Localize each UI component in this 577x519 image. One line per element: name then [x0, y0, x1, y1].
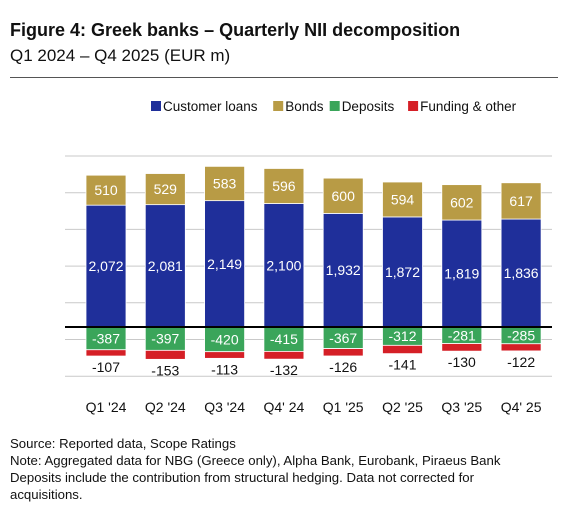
- bar-deposits: [263, 326, 305, 352]
- data-label-deposits: -397: [151, 331, 179, 347]
- x-tick-label: Q1 '24: [86, 399, 127, 415]
- x-tick-label: Q4' 25: [501, 399, 542, 415]
- data-label-customer-loans: 1,819: [444, 266, 479, 282]
- bar-customer-loans: [382, 216, 423, 328]
- data-label-bonds: 510: [94, 182, 118, 198]
- note-line-3: acquisitions.: [10, 487, 83, 502]
- chart-legend: Customer loans Bonds Deposits Funding & oth…: [151, 99, 517, 114]
- data-label-funding-other: -130: [448, 354, 476, 370]
- data-label-customer-loans: 1,836: [504, 265, 539, 281]
- data-label-bonds: 594: [391, 191, 415, 207]
- source-note: Source: Reported data, Scope Ratings: [10, 436, 236, 451]
- chart-footer: Source: Reported data, Scope Ratings Not…: [10, 435, 570, 503]
- data-label-funding-other: -132: [270, 362, 298, 378]
- bar-funding-other: [204, 351, 246, 359]
- legend-swatch-3: [408, 101, 419, 111]
- data-label-funding-other: -126: [329, 359, 357, 375]
- bar-bonds: [441, 184, 483, 221]
- data-label-deposits: -285: [507, 327, 535, 343]
- data-label-bonds: 583: [213, 175, 237, 191]
- x-tick-label: Q3 '24: [204, 399, 245, 415]
- data-label-customer-loans: 2,081: [148, 258, 183, 274]
- data-label-funding-other: -113: [211, 361, 238, 377]
- bar-bonds: [204, 165, 246, 202]
- data-label-deposits: -420: [211, 331, 239, 347]
- data-labels: 2,072 510 -387 -107 2,081 529 -397 -153 2,149 583…: [88, 175, 538, 378]
- note-line-1: Note: Aggregated data for NBG (Greece on…: [10, 453, 501, 468]
- bar-funding-other: [441, 343, 483, 352]
- data-label-bonds: 596: [272, 178, 296, 194]
- data-label-funding-other: -153: [151, 362, 179, 378]
- bar-bonds: [382, 181, 423, 218]
- chart-title: Figure 4: Greek banks – Quarterly NII de…: [10, 20, 461, 40]
- bar-funding-other: [500, 343, 542, 352]
- bar-funding-other: [85, 349, 127, 357]
- legend-swatch-1: [273, 101, 284, 111]
- data-label-customer-loans: 1,872: [385, 264, 420, 280]
- bar-bonds: [263, 168, 305, 204]
- data-label-funding-other: -122: [507, 354, 535, 370]
- data-label-bonds: 617: [509, 193, 533, 209]
- data-label-deposits: -367: [329, 330, 357, 346]
- bar-funding-other: [382, 344, 423, 355]
- data-label-deposits: -312: [388, 328, 416, 344]
- bar-customer-loans: [322, 212, 364, 328]
- bar-bonds: [322, 177, 364, 214]
- bar-customer-loans: [500, 218, 542, 328]
- bar-customer-loans: [263, 203, 305, 328]
- bar-bonds: [85, 174, 127, 206]
- data-label-deposits: -281: [448, 327, 476, 343]
- bar-funding-other: [322, 348, 364, 357]
- legend-label-1: Bonds: [285, 99, 324, 114]
- legend-label-0: Customer loans: [163, 99, 258, 114]
- x-tick-label: Q3 '25: [441, 399, 482, 415]
- legend-swatch-2: [329, 101, 340, 111]
- chart-subtitle: Q1 2024 – Q4 2025 (EUR m): [10, 46, 231, 65]
- data-label-funding-other: -107: [92, 359, 120, 375]
- legend-swatch-0: [151, 101, 161, 111]
- data-label-customer-loans: 2,149: [207, 256, 242, 272]
- x-tick-label: Q2 '24: [145, 399, 186, 415]
- title-divider: [10, 77, 558, 78]
- x-tick-label: Q1 '25: [323, 399, 364, 415]
- bar-bonds: [144, 173, 186, 206]
- legend-label-3: Funding & other: [420, 99, 517, 114]
- data-label-funding-other: -141: [388, 357, 416, 373]
- nii-stacked-bar-chart: Customer loans Bonds Deposits Funding & oth…: [65, 99, 552, 415]
- data-label-customer-loans: 1,932: [326, 262, 361, 278]
- x-axis-ticks: Q1 '24 Q2 '24 Q3 '24 Q4' 24 Q1 '25 Q2 '25 Q3 '…: [86, 399, 542, 415]
- data-label-deposits: -387: [92, 330, 120, 346]
- data-label-customer-loans: 2,100: [266, 257, 301, 273]
- data-label-bonds: 602: [450, 194, 474, 210]
- bar-funding-other: [263, 351, 305, 360]
- data-label-deposits: -415: [270, 331, 298, 347]
- bar-bonds: [500, 182, 542, 220]
- legend-label-2: Deposits: [342, 99, 395, 114]
- data-label-bonds: 529: [154, 181, 178, 197]
- x-tick-label: Q4' 24: [263, 399, 304, 415]
- x-tick-label: Q2 '25: [382, 399, 423, 415]
- bar-funding-other: [144, 349, 186, 360]
- bar-series: [85, 165, 542, 360]
- data-label-bonds: 600: [332, 188, 356, 204]
- note-line-2: Deposits include the contribution from s…: [10, 470, 475, 485]
- data-label-customer-loans: 2,072: [88, 258, 123, 274]
